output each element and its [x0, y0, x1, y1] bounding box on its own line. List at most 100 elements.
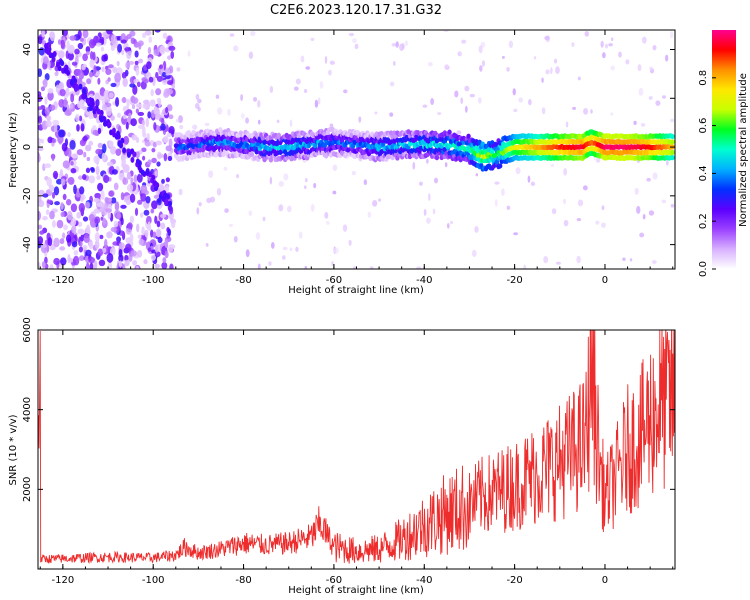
- streak-blob: [126, 151, 131, 158]
- noise-speckle: [250, 31, 256, 37]
- noise-speckle: [165, 177, 170, 183]
- noise-speckle: [305, 177, 308, 183]
- noise-speckle: [655, 100, 661, 106]
- noise-speckle: [114, 72, 122, 83]
- noise-speckle: [608, 43, 613, 47]
- noise-speckle: [69, 35, 77, 41]
- noise-speckle: [240, 113, 245, 119]
- noise-speckle: [150, 254, 156, 261]
- noise-speckle: [300, 55, 305, 63]
- noise-speckle: [142, 99, 150, 105]
- noise-speckle: [648, 96, 653, 100]
- spectrogram-panel: -120 -100 -80 -60 -40 -20 0 -40 -20 0 20 40 Height…: [8, 29, 676, 296]
- noise-speckle: [93, 64, 97, 75]
- noise-speckle: [281, 255, 286, 260]
- streak-blob: [96, 108, 101, 115]
- noise-speckle: [38, 137, 42, 144]
- noise-speckle: [175, 118, 180, 123]
- snr-x-tick-label: 0: [602, 575, 608, 586]
- noise-speckle: [115, 97, 120, 107]
- noise-speckle: [123, 135, 130, 145]
- track-cell: [339, 137, 345, 143]
- noise-speckle: [215, 94, 220, 99]
- noise-speckle: [76, 124, 80, 132]
- noise-speckle: [269, 176, 273, 185]
- noise-speckle: [142, 155, 146, 161]
- noise-speckle: [157, 197, 162, 206]
- noise-speckle: [426, 158, 429, 164]
- streak-blob: [137, 164, 142, 171]
- streak-blob: [145, 169, 150, 176]
- noise-speckle: [167, 155, 173, 162]
- noise-speckle: [170, 50, 175, 59]
- noise-speckle: [257, 99, 261, 108]
- noise-speckle: [305, 66, 311, 70]
- noise-speckle: [147, 46, 152, 55]
- streak-blob: [164, 199, 169, 206]
- noise-speckle: [120, 204, 127, 209]
- track-cell: [388, 130, 394, 136]
- noise-speckle: [367, 211, 372, 218]
- noise-speckle: [82, 174, 87, 181]
- noise-speckle: [160, 222, 166, 230]
- snr-x-tick-label: -20: [506, 575, 522, 586]
- noise-speckle: [99, 36, 105, 43]
- noise-speckle: [96, 175, 101, 180]
- noise-speckle: [54, 201, 60, 206]
- noise-speckle: [147, 159, 152, 165]
- noise-speckle: [67, 254, 71, 264]
- noise-speckle: [106, 161, 114, 167]
- noise-speckle: [314, 99, 319, 108]
- noise-speckle: [426, 217, 431, 224]
- noise-speckle: [77, 228, 85, 235]
- noise-speckle: [134, 60, 139, 65]
- noise-speckle: [110, 227, 117, 233]
- noise-speckle: [304, 265, 308, 269]
- noise-speckle: [110, 145, 117, 155]
- noise-speckle: [100, 189, 105, 200]
- noise-speckle: [116, 236, 121, 243]
- noise-speckle: [110, 44, 115, 51]
- noise-speckle: [248, 210, 253, 216]
- noise-speckle: [422, 104, 428, 108]
- noise-speckle: [523, 264, 527, 269]
- noise-speckle: [155, 71, 159, 79]
- noise-speckle: [391, 42, 397, 47]
- noise-speckle: [563, 219, 569, 227]
- noise-speckle: [165, 145, 172, 152]
- snr-y-tick-label: 4000: [22, 397, 33, 422]
- noise-speckle: [168, 138, 173, 148]
- noise-speckle: [132, 97, 139, 104]
- noise-speckle: [289, 119, 293, 128]
- noise-speckle: [137, 199, 143, 205]
- noise-speckle: [460, 97, 464, 104]
- noise-speckle: [283, 173, 289, 181]
- noise-speckle: [168, 114, 174, 120]
- noise-speckle: [527, 175, 531, 183]
- noise-speckle: [154, 113, 161, 120]
- noise-speckle: [61, 142, 68, 152]
- noise-speckle: [113, 182, 119, 191]
- noise-speckle: [276, 119, 280, 123]
- noise-speckle: [93, 197, 100, 203]
- noise-speckle: [289, 247, 293, 251]
- noise-speckle: [153, 194, 159, 199]
- noise-speckle: [145, 196, 151, 204]
- noise-speckle: [67, 132, 71, 138]
- noise-speckle: [126, 171, 132, 180]
- noise-speckle: [63, 224, 68, 231]
- noise-speckle: [303, 185, 307, 189]
- noise-speckle: [97, 142, 103, 149]
- snr-x-tick-label: -80: [235, 575, 251, 586]
- noise-speckle: [135, 108, 140, 114]
- noise-speckle: [253, 96, 258, 102]
- noise-speckle: [81, 64, 86, 71]
- noise-speckle: [576, 217, 582, 222]
- noise-speckle: [121, 49, 125, 56]
- noise-speckle: [162, 71, 166, 78]
- noise-speckle: [389, 81, 395, 87]
- noise-speckle: [227, 108, 231, 116]
- noise-speckle: [67, 176, 75, 185]
- noise-speckle: [74, 48, 80, 55]
- noise-speckle: [642, 213, 646, 220]
